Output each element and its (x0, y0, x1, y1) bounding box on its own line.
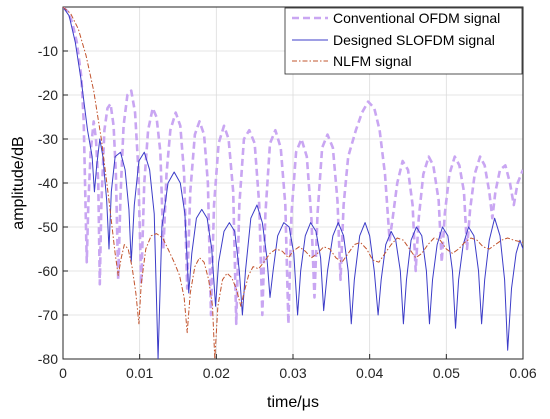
x-tick-label: 0.04 (356, 365, 383, 381)
y-tick-label: -80 (38, 351, 58, 367)
y-tick-label: -40 (38, 175, 58, 191)
legend: Conventional OFDM signal Designed SLOFDM… (284, 7, 523, 75)
x-tick-label: 0 (59, 365, 67, 381)
y-tick-label: -10 (38, 43, 58, 59)
x-tick-label: 0.03 (279, 365, 306, 381)
y-tick-label: -70 (38, 307, 58, 323)
legend-label-designed-slofdm: Designed SLOFDM signal (333, 32, 495, 48)
legend-label-conventional-ofdm: Conventional OFDM signal (333, 10, 500, 26)
x-tick-label: 0.01 (126, 365, 153, 381)
series-designed-slofdm (63, 7, 523, 359)
x-tick-label: 0.06 (509, 365, 536, 381)
y-tick-label: -20 (38, 87, 58, 103)
y-tick-label: -50 (38, 219, 58, 235)
series-nlfm (63, 7, 523, 359)
y-tick-label: -60 (38, 263, 58, 279)
x-axis-label: time/μs (267, 394, 319, 411)
y-tick-label: -30 (38, 131, 58, 147)
data-series (63, 7, 523, 359)
y-axis-label: amplitude/dB (10, 136, 27, 229)
axis-ticks: 0 0.01 0.02 0.03 0.04 0.05 0.06 -10 -20 -30 -40 -50… (38, 43, 537, 381)
x-tick-label: 0.05 (433, 365, 460, 381)
legend-box (284, 7, 523, 75)
legend-label-nlfm: NLFM signal (333, 53, 412, 69)
x-tick-label: 0.02 (203, 365, 230, 381)
